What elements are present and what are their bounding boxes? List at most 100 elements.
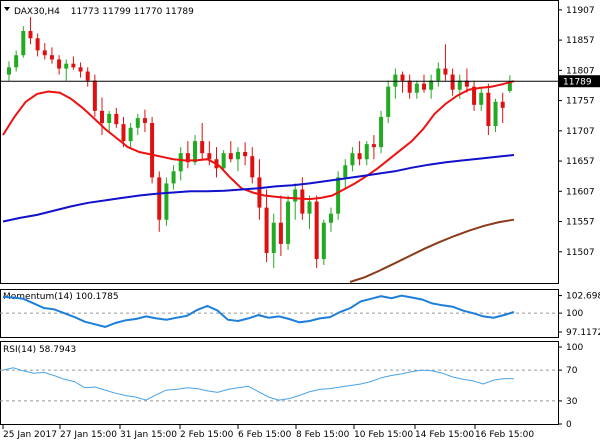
ohlc-label: 11773 11799 11770 11789 — [71, 7, 194, 17]
candle-body — [328, 213, 333, 223]
candle-body — [507, 81, 512, 91]
candle — [171, 165, 176, 190]
candle-body — [221, 153, 226, 169]
current-price-badge — [559, 75, 600, 88]
candle-body — [107, 113, 112, 123]
candle — [135, 113, 140, 136]
candle-body — [207, 153, 212, 160]
rsi-tick-label: 30 — [566, 397, 578, 407]
candle — [78, 62, 83, 78]
candle — [142, 109, 147, 133]
rsi-tick-label: 70 — [566, 366, 578, 376]
candle — [228, 141, 233, 163]
candle-body — [171, 171, 176, 184]
candle — [28, 17, 33, 45]
candle-body — [92, 80, 97, 111]
candle — [479, 86, 484, 111]
candle-body — [336, 177, 341, 214]
sma-mid-line — [2, 154, 515, 223]
candle — [464, 68, 469, 93]
candle-body — [100, 110, 105, 123]
candle-body — [57, 59, 62, 69]
candle — [343, 159, 348, 190]
candle-body — [185, 153, 190, 163]
price-chart-header: DAX30,H4 11773 11799 11770 11789 — [14, 7, 194, 17]
momentum-layer: 102.6987 100 97.1172 — [0, 292, 600, 338]
candle — [364, 141, 369, 166]
price-panel-frame — [0, 0, 559, 284]
rsi-tick-label: 0 — [566, 420, 572, 430]
candle-body — [64, 63, 69, 69]
price-tick-label: 11557 — [566, 218, 595, 228]
candle — [243, 142, 248, 166]
candle — [386, 80, 391, 123]
candle-body — [157, 177, 162, 220]
candle-body — [364, 144, 369, 160]
candle — [400, 71, 405, 93]
price-tick-label: 11907 — [566, 6, 595, 16]
candle-body — [114, 113, 119, 125]
candle-body — [128, 127, 133, 142]
candle-body — [486, 92, 491, 126]
candle-body — [150, 122, 155, 178]
candle-body — [135, 118, 140, 128]
momentum-header: Momentum(14) 100.1785 — [3, 292, 119, 302]
time-tick-label: 31 Jan 15:00 — [120, 430, 177, 440]
candle-body — [286, 201, 291, 244]
candle-body — [450, 74, 455, 90]
candle-body — [429, 80, 434, 90]
candle — [128, 122, 133, 148]
candle — [157, 171, 162, 232]
candle — [443, 44, 448, 81]
candle-body — [7, 67, 11, 75]
candle — [71, 56, 76, 70]
candle-body — [379, 116, 384, 148]
candle-body — [457, 80, 462, 90]
candle — [257, 159, 262, 220]
candle — [21, 26, 26, 58]
price-tick-label: 11657 — [566, 157, 595, 167]
candle-body — [228, 153, 233, 160]
candle — [371, 135, 376, 160]
candle-body — [28, 31, 33, 39]
candle — [200, 122, 205, 160]
time-axis: 25 Jan 2017 27 Jan 15:00 31 Jan 15:00 2 Feb… — [2, 425, 534, 440]
chevron-down-icon[interactable] — [4, 7, 10, 11]
candle — [500, 92, 505, 123]
current-price-label: 11789 — [563, 78, 592, 88]
candle-body — [357, 153, 362, 160]
candle-body — [271, 222, 276, 253]
time-tick-label: 10 Feb 15:00 — [354, 430, 413, 440]
candle — [350, 147, 355, 172]
candle-body — [464, 80, 469, 87]
candle — [393, 68, 398, 99]
candle — [278, 195, 283, 256]
momentum-tick-label: 100 — [566, 309, 583, 319]
candle — [493, 98, 498, 133]
candle — [407, 74, 412, 99]
candle-body — [350, 153, 355, 166]
momentum-line — [2, 294, 515, 328]
candle-body — [42, 50, 47, 56]
moving-averages — [2, 80, 515, 283]
candle — [185, 141, 190, 169]
sma-fast-line — [2, 80, 515, 201]
candle-body — [264, 207, 269, 253]
candle-body — [393, 74, 398, 87]
candle — [293, 183, 298, 220]
candle-body — [443, 68, 448, 75]
rsi-panel-frame — [0, 341, 559, 425]
candle-body — [85, 71, 90, 81]
rsi-line — [2, 367, 515, 401]
candle — [178, 147, 183, 181]
candle — [379, 110, 384, 154]
candle — [14, 50, 19, 72]
rsi-tick-label: 100 — [566, 343, 583, 353]
candle — [114, 107, 119, 128]
candle-layer — [7, 17, 512, 269]
candle-body — [178, 153, 183, 172]
candle-body — [121, 124, 126, 142]
candle — [64, 59, 69, 81]
candle-body — [278, 222, 283, 244]
